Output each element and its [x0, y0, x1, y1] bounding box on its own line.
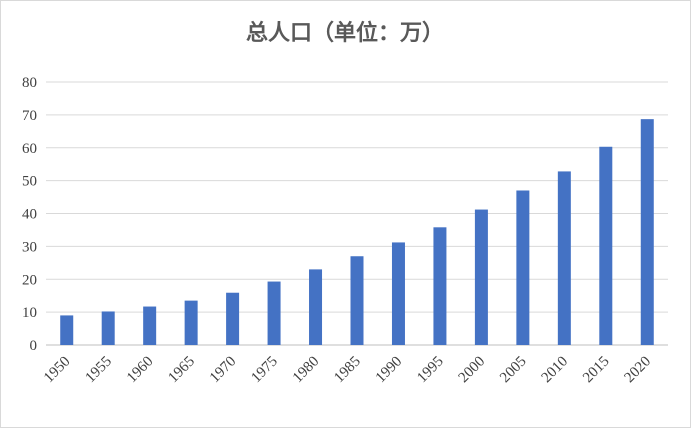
- bar-1950: [60, 315, 74, 345]
- bar-1975: [267, 281, 281, 345]
- x-tick-label: 2000: [456, 354, 489, 387]
- bar-2015: [599, 146, 613, 345]
- x-tick-label: 1955: [83, 354, 116, 387]
- y-tick-label: 70: [22, 108, 37, 124]
- bar-1970: [226, 292, 240, 345]
- x-tick-label: 1950: [41, 354, 74, 387]
- y-tick-label: 20: [22, 272, 37, 288]
- y-tick-label: 40: [22, 207, 37, 223]
- x-tick-label: 1970: [207, 354, 240, 387]
- y-tick-label: 60: [22, 141, 37, 157]
- x-tick-label: 2015: [580, 354, 613, 387]
- bar-1965: [184, 300, 198, 345]
- x-tick-label: 2010: [539, 354, 572, 387]
- y-tick-label: 50: [22, 174, 37, 190]
- x-tick-label: 1980: [290, 354, 323, 387]
- bar-1995: [433, 227, 447, 345]
- bar-2000: [474, 209, 488, 345]
- bar-1960: [143, 306, 157, 345]
- y-axis-ticks: 0 10 20 30 40 50 60 70 80: [22, 75, 37, 354]
- bar-1990: [391, 242, 405, 345]
- x-tick-label: 2020: [622, 354, 655, 387]
- y-tick-label: 0: [30, 338, 38, 354]
- chart-title: 总人口（单位：万）: [246, 20, 444, 46]
- x-tick-label: 1990: [373, 354, 406, 387]
- x-tick-label: 2005: [497, 354, 530, 387]
- bar-1980: [309, 269, 323, 345]
- x-tick-label: 1965: [165, 354, 198, 387]
- x-tick-label: 1995: [414, 354, 447, 387]
- bar-2005: [516, 190, 530, 345]
- x-tick-label: 1975: [248, 354, 281, 387]
- x-tick-label: 1985: [331, 354, 364, 387]
- x-axis-ticks: 1950 1955 1960 1965 1970 1975 1980 1985 1990 1995…: [41, 354, 654, 387]
- y-tick-label: 30: [22, 239, 37, 255]
- x-tick-label: 1960: [124, 354, 157, 387]
- y-tick-label: 80: [22, 75, 37, 91]
- bar-1955: [101, 311, 115, 345]
- bars: [60, 119, 654, 346]
- bar-1985: [350, 256, 364, 345]
- bar-2020: [640, 119, 654, 346]
- y-tick-label: 10: [22, 305, 37, 321]
- bar-2010: [557, 171, 571, 345]
